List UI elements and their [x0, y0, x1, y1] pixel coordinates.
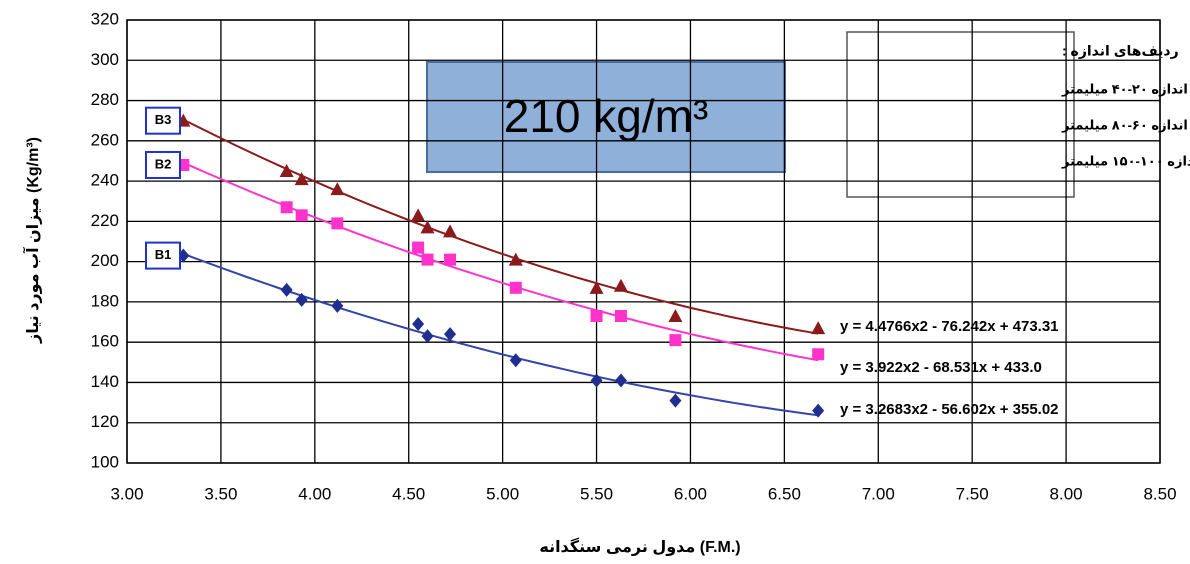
x-tick-label: 7.50: [956, 484, 989, 503]
annotation: 210 kg/m³: [504, 90, 709, 142]
annotation-box: [426, 61, 786, 173]
x-tick-label: 8.50: [1143, 484, 1176, 503]
point: [331, 298, 344, 313]
y-tick-label: 300: [91, 50, 119, 69]
series-tag-box: [145, 106, 181, 135]
point: [279, 164, 294, 178]
trend-equation: y = 3.2683x2 - 56.602x + 355.02: [840, 401, 1059, 418]
point: [280, 201, 293, 214]
y-tick-label: 180: [91, 291, 119, 310]
point: [669, 334, 682, 347]
point: [280, 282, 293, 297]
y-tick-label: 280: [91, 90, 119, 109]
point: [412, 241, 425, 254]
y-tick-label: 220: [91, 211, 119, 230]
point: [590, 310, 603, 323]
point: [295, 292, 308, 307]
point: [443, 224, 458, 238]
point: [444, 327, 457, 342]
series-tag: B3: [155, 112, 172, 127]
x-tick-label: 4.00: [298, 484, 331, 503]
legend-title: ردیف‌های اندازه :: [1062, 43, 1179, 59]
trend-equation: y = 3.922x2 - 68.531x + 433.0: [840, 359, 1042, 376]
point: [411, 208, 426, 222]
legend-box: [846, 31, 1075, 198]
legend-label: 2: اندازه ۶۰-۸۰ میلیمتر: [1061, 117, 1190, 132]
point: [331, 217, 344, 230]
point: [811, 321, 826, 335]
x-tick-label: 3.50: [204, 484, 237, 503]
y-tick-label: 120: [91, 412, 119, 431]
y-tick-label: 240: [91, 171, 119, 190]
point: [330, 182, 345, 196]
legend-label: 1: اندازه ۲۰-۴۰ میلیمتر: [1061, 81, 1190, 96]
point: [589, 280, 604, 294]
point: [812, 403, 825, 418]
point: [420, 220, 435, 234]
point: [508, 252, 523, 266]
x-tick-label: 7.00: [862, 484, 895, 503]
x-tick-label: 4.50: [392, 484, 425, 503]
plot-frame: [126, 19, 1161, 464]
x-tick-label: 5.50: [580, 484, 613, 503]
trendline: [182, 252, 819, 417]
series-tag-box: [145, 241, 181, 270]
x-axis-title: مدول نرمی سنگدانه (F.M.): [539, 537, 740, 556]
y-tick-label: 320: [91, 9, 119, 28]
x-tick-label: 5.00: [486, 484, 519, 503]
series-tag-box: [145, 150, 181, 179]
y-tick-label: 100: [91, 452, 119, 471]
point: [614, 373, 627, 388]
y-tick-label: 140: [91, 372, 119, 391]
point: [669, 393, 682, 408]
point: [613, 278, 628, 292]
point: [812, 348, 825, 361]
x-tick-label: 8.00: [1050, 484, 1083, 503]
x-tick-label: 6.00: [674, 484, 707, 503]
legend-label: 3: اندازه ۱۰۰-۱۵۰ میلیمتر: [1061, 153, 1190, 168]
point: [509, 281, 522, 294]
point: [295, 209, 308, 222]
point: [444, 253, 457, 266]
point: [421, 329, 434, 344]
y-tick-label: 160: [91, 332, 119, 351]
x-tick-label: 6.50: [768, 484, 801, 503]
x-tick-label: 3.00: [110, 484, 143, 503]
trend-equation: y = 4.4766x2 - 76.242x + 473.31: [840, 318, 1059, 335]
point: [421, 253, 434, 266]
point: [668, 309, 683, 323]
point: [294, 172, 309, 186]
point: [590, 373, 603, 388]
series-tag: B1: [155, 247, 172, 262]
y-tick-label: 200: [91, 251, 119, 270]
y-axis-title: میزان آب مورد نیاز (Kg/m³): [22, 137, 42, 344]
point: [614, 310, 627, 323]
point: [509, 353, 522, 368]
series-tag: B2: [155, 156, 172, 171]
y-tick-label: 260: [91, 130, 119, 149]
point: [412, 317, 425, 332]
